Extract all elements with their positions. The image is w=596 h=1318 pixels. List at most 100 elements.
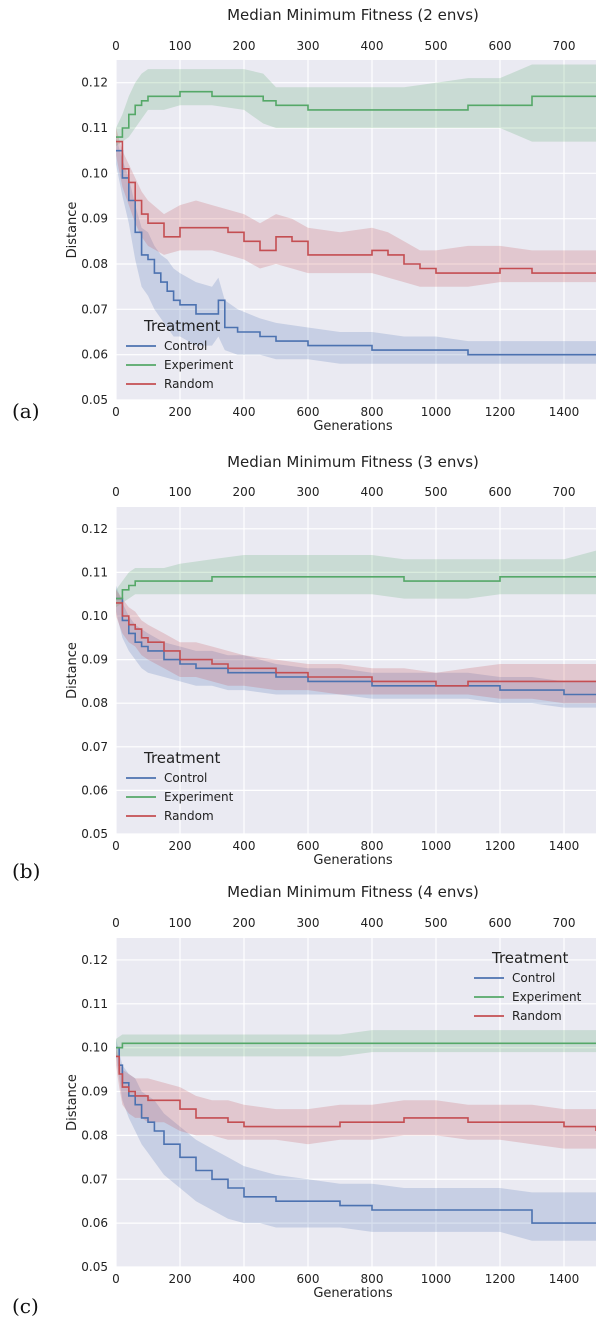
x-tick-label: 800 — [361, 1272, 384, 1286]
x-tick-label: 200 — [169, 839, 192, 853]
legend-title: Treatment — [143, 317, 220, 335]
y-tick-label: 0.12 — [81, 76, 108, 90]
legend-label-control: Control — [164, 771, 207, 785]
x-tick-label: 1400 — [549, 839, 580, 853]
y-tick-label: 0.05 — [81, 393, 108, 407]
plot-background — [116, 60, 596, 400]
top-x-tick-label: 400 — [361, 916, 384, 930]
top-x-tick-label: 0 — [112, 39, 120, 53]
top-x-tick-label: 600 — [489, 39, 512, 53]
y-tick-label: 0.06 — [81, 783, 108, 797]
x-tick-label: 0 — [112, 405, 120, 419]
legend-label-experiment: Experiment — [512, 990, 582, 1004]
top-x-tick-label: 700 — [553, 916, 576, 930]
y-tick-label: 0.10 — [81, 609, 108, 623]
confidence-band-random — [116, 1047, 596, 1149]
y-tick-label: 0.10 — [81, 166, 108, 180]
legend-title: Treatment — [143, 749, 220, 767]
chart-panel-2: Median Minimum Fitness (4 envs) 0 100 200 30… — [12, 883, 596, 1318]
y-tick-label: 0.06 — [81, 1216, 108, 1230]
top-x-tick-label: 500 — [425, 485, 448, 499]
series-line-control — [116, 149, 596, 356]
series-line-experiment — [116, 576, 596, 600]
chart-title: Median Minimum Fitness (4 envs) — [227, 883, 479, 901]
y-tick-label: 0.07 — [81, 740, 108, 754]
legend-label-random: Random — [164, 377, 214, 391]
chart-panel-1: Median Minimum Fitness (3 envs) 0 100 200 30… — [12, 453, 596, 883]
legend-label-control: Control — [512, 971, 555, 985]
x-tick-label: 800 — [361, 839, 384, 853]
legend-label-control: Control — [164, 339, 207, 353]
x-tick-label: 600 — [297, 839, 320, 853]
legend: Treatment Control Experiment Random — [126, 749, 234, 823]
legend-title: Treatment — [491, 949, 568, 967]
y-tick-label: 0.08 — [81, 1128, 108, 1142]
x-tick-label: 200 — [169, 405, 192, 419]
confidence-band-control — [116, 585, 596, 708]
top-x-tick-label: 700 — [553, 485, 576, 499]
top-x-tick-label: 600 — [489, 916, 512, 930]
top-x-tick-label: 100 — [169, 485, 192, 499]
y-axis-label: Distance — [65, 1074, 80, 1131]
x-tick-label: 600 — [297, 1272, 320, 1286]
panel-letter: (c) — [12, 1294, 39, 1318]
legend-label-experiment: Experiment — [164, 790, 234, 804]
top-x-tick-label: 200 — [233, 916, 256, 930]
legend-label-random: Random — [164, 809, 214, 823]
y-tick-label: 0.09 — [81, 653, 108, 667]
confidence-band-experiment — [116, 64, 596, 147]
confidence-band-random — [116, 589, 596, 704]
x-tick-label: 400 — [233, 405, 256, 419]
y-axis-label: Distance — [65, 202, 80, 259]
top-x-tick-label: 200 — [233, 485, 256, 499]
series-line-experiment — [116, 1042, 596, 1049]
y-tick-label: 0.10 — [81, 1041, 108, 1055]
x-tick-label: 1000 — [421, 1272, 452, 1286]
panel-letter: (b) — [12, 859, 40, 883]
chart-title: Median Minimum Fitness (2 envs) — [227, 6, 479, 24]
x-axis-label: Generations — [313, 419, 393, 434]
x-tick-label: 0 — [112, 1272, 120, 1286]
y-tick-label: 0.09 — [81, 212, 108, 226]
top-x-tick-label: 100 — [169, 39, 192, 53]
confidence-band-control — [116, 1038, 596, 1241]
y-tick-label: 0.07 — [81, 1172, 108, 1186]
x-tick-label: 400 — [233, 1272, 256, 1286]
confidence-band-random — [116, 128, 596, 287]
y-tick-label: 0.11 — [81, 997, 108, 1011]
top-x-tick-label: 300 — [297, 916, 320, 930]
legend-label-random: Random — [512, 1009, 562, 1023]
y-tick-label: 0.12 — [81, 522, 108, 536]
chart-title: Median Minimum Fitness (3 envs) — [227, 453, 479, 471]
x-tick-label: 1000 — [421, 405, 452, 419]
plot-background — [116, 507, 596, 834]
x-tick-label: 1000 — [421, 839, 452, 853]
y-tick-label: 0.08 — [81, 257, 108, 271]
y-tick-label: 0.07 — [81, 302, 108, 316]
y-tick-label: 0.11 — [81, 121, 108, 135]
top-x-tick-label: 0 — [112, 485, 120, 499]
x-tick-label: 0 — [112, 839, 120, 853]
y-tick-label: 0.05 — [81, 1260, 108, 1274]
panel-letter: (a) — [12, 399, 40, 423]
y-tick-label: 0.11 — [81, 565, 108, 579]
y-tick-label: 0.08 — [81, 696, 108, 710]
y-axis-label: Distance — [65, 642, 80, 699]
top-x-tick-label: 400 — [361, 485, 384, 499]
x-tick-label: 400 — [233, 839, 256, 853]
y-tick-label: 0.05 — [81, 827, 108, 841]
y-tick-label: 0.09 — [81, 1085, 108, 1099]
x-tick-label: 1200 — [485, 839, 516, 853]
x-tick-label: 1400 — [549, 405, 580, 419]
top-x-tick-label: 100 — [169, 916, 192, 930]
legend: Treatment Control Experiment Random — [126, 317, 234, 391]
legend: Treatment Control Experiment Random — [474, 949, 582, 1023]
x-axis-label: Generations — [313, 853, 393, 868]
y-tick-label: 0.12 — [81, 953, 108, 967]
x-tick-label: 1200 — [485, 1272, 516, 1286]
x-tick-label: 600 — [297, 405, 320, 419]
x-tick-label: 1200 — [485, 405, 516, 419]
top-x-tick-label: 500 — [425, 916, 448, 930]
top-x-tick-label: 600 — [489, 485, 512, 499]
